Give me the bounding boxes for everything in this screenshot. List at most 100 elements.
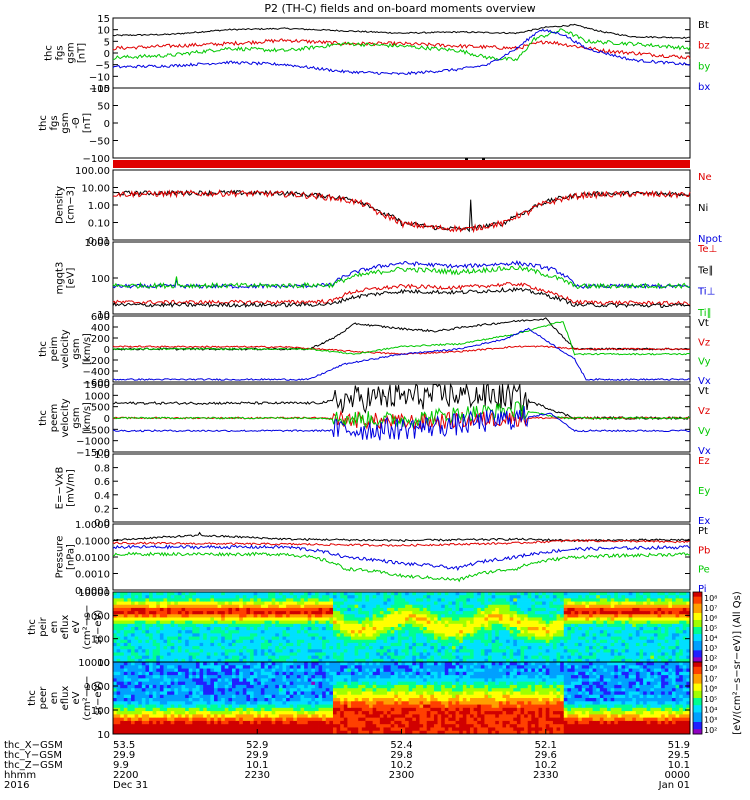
spectrogram-cell: [329, 617, 334, 622]
spectrogram-cell: [250, 665, 255, 669]
spectrogram-cell: [635, 614, 640, 618]
spectrogram-cell: [610, 655, 615, 660]
spectrogram-cell: [271, 652, 276, 657]
spectrogram-cell: [250, 623, 255, 628]
spectrogram-cell: [538, 601, 543, 606]
spectrogram-cell: [527, 636, 532, 641]
y-tick-label: −200: [83, 356, 110, 367]
spectrogram-cell: [232, 698, 237, 702]
spectrogram-cell: [488, 592, 493, 596]
spectrogram-cell: [358, 595, 363, 599]
spectrogram-cell: [228, 652, 233, 657]
spectrogram-cell: [466, 649, 471, 653]
spectrogram-cell: [336, 639, 341, 644]
spectrogram-cell: [560, 592, 565, 596]
spectrogram-cell: [159, 668, 164, 673]
spectrogram-cell: [228, 714, 233, 719]
spectrogram-cell: [679, 601, 684, 606]
spectrogram-cell: [113, 688, 118, 692]
spectrogram-cell: [671, 649, 676, 653]
spectrogram-cell: [232, 717, 237, 722]
spectrogram-cell: [549, 604, 554, 609]
spectrogram-cell: [437, 655, 442, 660]
spectrogram-cell: [607, 595, 612, 599]
spectrogram-cell: [210, 658, 215, 663]
spectrogram-cell: [134, 649, 139, 653]
spectrogram-cell: [405, 604, 410, 609]
colorbar-segment: [693, 606, 702, 609]
spectrogram-cell: [282, 655, 287, 660]
spectrogram-cell: [578, 636, 583, 641]
spectrogram-cell: [405, 636, 410, 641]
spectrogram-cell: [650, 639, 655, 644]
spectrogram-cell: [156, 727, 161, 732]
spectrogram-cell: [293, 727, 298, 732]
colorbar-segment: [693, 657, 702, 661]
spectrogram-cell: [217, 649, 222, 653]
spectrogram-cell: [113, 684, 118, 689]
spectrogram-cell: [365, 592, 370, 596]
spectrogram-cell: [278, 620, 283, 625]
spectrogram-cell: [581, 633, 586, 637]
spectrogram-cell: [625, 607, 630, 612]
spectrogram-cell: [286, 701, 291, 705]
spectrogram-cell: [199, 617, 204, 622]
spectrogram-cell: [307, 598, 312, 602]
spectrogram-cell: [614, 617, 619, 622]
spectrogram-cell: [419, 604, 424, 609]
spectrogram-cell: [192, 592, 197, 596]
spectrogram-cell: [387, 630, 392, 634]
spectrogram-cell: [123, 607, 128, 612]
spectrogram-cell: [477, 611, 482, 615]
spectrogram-cell: [570, 636, 575, 641]
spectrogram-cell: [307, 655, 312, 660]
y-tick-label: −50: [89, 137, 110, 148]
spectrogram-cell: [250, 607, 255, 612]
spectrogram-cell: [181, 639, 186, 644]
spectrogram-cell: [195, 707, 200, 712]
spectrogram-cell: [570, 649, 575, 653]
spectrogram-cell: [123, 730, 128, 735]
spectrogram-cell: [419, 614, 424, 618]
spectrogram-cell: [257, 711, 262, 715]
spectrogram-cell: [426, 652, 431, 657]
figure-title: P2 (TH-C) fields and on-board moments ov…: [264, 2, 535, 15]
spectrogram-cell: [484, 601, 489, 606]
spectrogram-cell: [585, 604, 590, 609]
spectrogram-cell: [131, 694, 136, 699]
spectrogram-cell: [574, 649, 579, 653]
spectrogram-cell: [340, 595, 345, 599]
spectrogram-cell: [195, 711, 200, 715]
spectrogram-cell: [549, 646, 554, 650]
spectrogram-cell: [563, 623, 568, 628]
spectrogram-cell: [498, 630, 503, 634]
spectrogram-cell: [329, 639, 334, 644]
spectrogram-cell: [192, 633, 197, 637]
spectrogram-cell: [643, 642, 648, 647]
spectrogram-cell: [113, 598, 118, 602]
spectrogram-cell: [134, 727, 139, 732]
spectrogram-cell: [459, 617, 464, 622]
spectrogram-cell: [661, 607, 666, 612]
spectrogram-cell: [351, 636, 356, 641]
spectrogram-cell: [260, 614, 265, 618]
spectrogram-cell: [387, 623, 392, 628]
legend-entry: Pi: [698, 584, 707, 595]
spectrogram-cell: [506, 649, 511, 653]
spectrogram-cell: [235, 727, 240, 732]
spectrogram-cell: [506, 639, 511, 644]
spectrogram-cell: [177, 649, 182, 653]
spectrogram-cell: [318, 636, 323, 641]
spectrogram-cell: [260, 730, 265, 735]
spectrogram-cell: [206, 630, 211, 634]
spectrogram-cell: [246, 684, 251, 689]
spectrogram-cell: [167, 592, 172, 596]
spectrogram-cell: [433, 652, 438, 657]
spectrogram-cell: [224, 604, 229, 609]
spectrogram-cell: [408, 614, 413, 618]
spectrogram-cell: [228, 636, 233, 641]
spectrogram-cell: [682, 630, 687, 634]
spectrogram-cell: [246, 665, 251, 669]
spectrogram-cell: [314, 636, 319, 641]
y-axis-label: mgqt3: [55, 262, 66, 295]
